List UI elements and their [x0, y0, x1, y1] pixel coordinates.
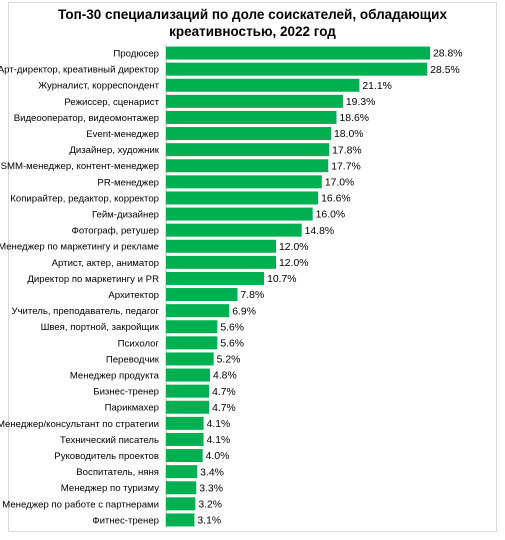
data-label: 5.6% [220, 338, 244, 349]
data-label: 5.2% [217, 355, 241, 366]
bar [166, 384, 210, 398]
category-label: Менеджер/консультант по стратегии [0, 419, 159, 430]
bar [166, 223, 302, 237]
bar [166, 46, 430, 60]
data-label: 10.7% [267, 274, 296, 285]
bar [166, 143, 330, 157]
bar [166, 352, 214, 366]
bar [166, 304, 230, 318]
category-label: SMM-менеджер, контент-менеджер [1, 161, 159, 172]
data-label: 16.0% [316, 210, 345, 221]
category-label: Бизнес-тренер [93, 387, 159, 398]
chart-title-line-1: Топ-30 специализаций по доле соискателей… [58, 7, 447, 22]
bar [166, 400, 210, 414]
bar [166, 110, 337, 124]
category-label: Технический писатель [60, 435, 159, 446]
category-label: Event-менеджер [86, 129, 159, 140]
bar [166, 513, 195, 527]
category-label: Фотограф, ретушер [72, 226, 159, 237]
bar [166, 368, 210, 382]
data-label: 6.9% [232, 306, 256, 317]
category-label: Артист, актер, аниматор [52, 258, 159, 269]
category-label: PR-менеджер [97, 177, 159, 188]
data-label: 17.8% [332, 145, 361, 156]
data-label: 5.6% [220, 322, 244, 333]
category-label: Гейм-дизайнер [92, 209, 159, 220]
bar [166, 207, 313, 221]
category-label: Журналист, корреспондент [38, 81, 159, 92]
category-label: Видеооператор, видеомонтажер [14, 113, 159, 124]
bar [166, 271, 265, 285]
data-label: 28.5% [430, 65, 459, 76]
category-label: Воспитатель, няня [76, 467, 159, 478]
bar [166, 497, 196, 511]
category-label: Учитель, преподаватель, педагог [11, 306, 159, 317]
bar [166, 416, 204, 430]
data-label: 14.8% [305, 226, 334, 237]
category-label: Психолог [118, 338, 160, 349]
data-label: 4.7% [212, 403, 236, 414]
bar [166, 94, 343, 108]
bar [166, 62, 428, 76]
bar [166, 449, 203, 463]
data-label: 12.0% [279, 258, 308, 269]
bar [166, 481, 197, 495]
category-label: Менеджер продукта [70, 370, 160, 381]
bar [166, 191, 319, 205]
bar [166, 239, 276, 253]
data-label: 3.4% [200, 467, 224, 478]
data-label: 18.6% [340, 113, 369, 124]
category-label: Переводчик [106, 354, 160, 365]
bar [166, 127, 331, 141]
category-label: Швея, портной, закройщик [41, 322, 160, 333]
category-label: Парикмахер [105, 403, 159, 414]
category-label: Продюсер [113, 48, 159, 59]
category-label: Режиссер, сценарист [64, 97, 159, 108]
bar [166, 78, 360, 92]
data-label: 4.7% [212, 387, 236, 398]
chart-title-line-2: креативностью, 2022 год [169, 24, 336, 39]
data-label: 3.1% [197, 516, 221, 527]
data-label: 21.1% [362, 81, 391, 92]
bar [166, 255, 276, 269]
data-label: 18.0% [334, 129, 363, 140]
category-label: Фитнес-тренер [92, 515, 159, 526]
bar [166, 175, 322, 189]
data-label: 17.0% [325, 177, 354, 188]
category-label: Дизайнер, художник [69, 145, 159, 156]
category-label: Менеджер по туризму [61, 483, 159, 494]
data-label: 4.1% [207, 419, 231, 430]
bar [166, 159, 329, 173]
category-label: Архитектор [108, 290, 159, 301]
category-label: Менеджер по работе с партнерами [2, 499, 159, 510]
bar [166, 288, 238, 302]
data-label: 7.8% [241, 290, 265, 301]
category-label: Менеджер по маркетингу и рекламе [0, 242, 159, 253]
bar [166, 432, 204, 446]
data-label: 16.6% [321, 194, 350, 205]
category-label: Копирайтер, редактор, корректор [10, 193, 159, 204]
data-label: 17.7% [331, 161, 360, 172]
data-label: 3.2% [198, 499, 222, 510]
chart-title: Топ-30 специализаций по доле соискателей… [8, 6, 497, 40]
bar [166, 465, 198, 479]
category-label: Арт-директор, креативный директор [0, 65, 159, 76]
data-label: 28.8% [433, 49, 462, 60]
data-label: 12.0% [279, 242, 308, 253]
data-label: 4.8% [213, 371, 237, 382]
data-label: 19.3% [346, 97, 375, 108]
category-label: Руководитель проектов [54, 451, 159, 462]
bar [166, 336, 218, 350]
data-label: 4.1% [207, 435, 231, 446]
data-label: 4.0% [206, 451, 230, 462]
bar [166, 320, 218, 334]
category-label: Директор по маркетингу и PR [27, 274, 159, 285]
data-label: 3.3% [199, 483, 223, 494]
